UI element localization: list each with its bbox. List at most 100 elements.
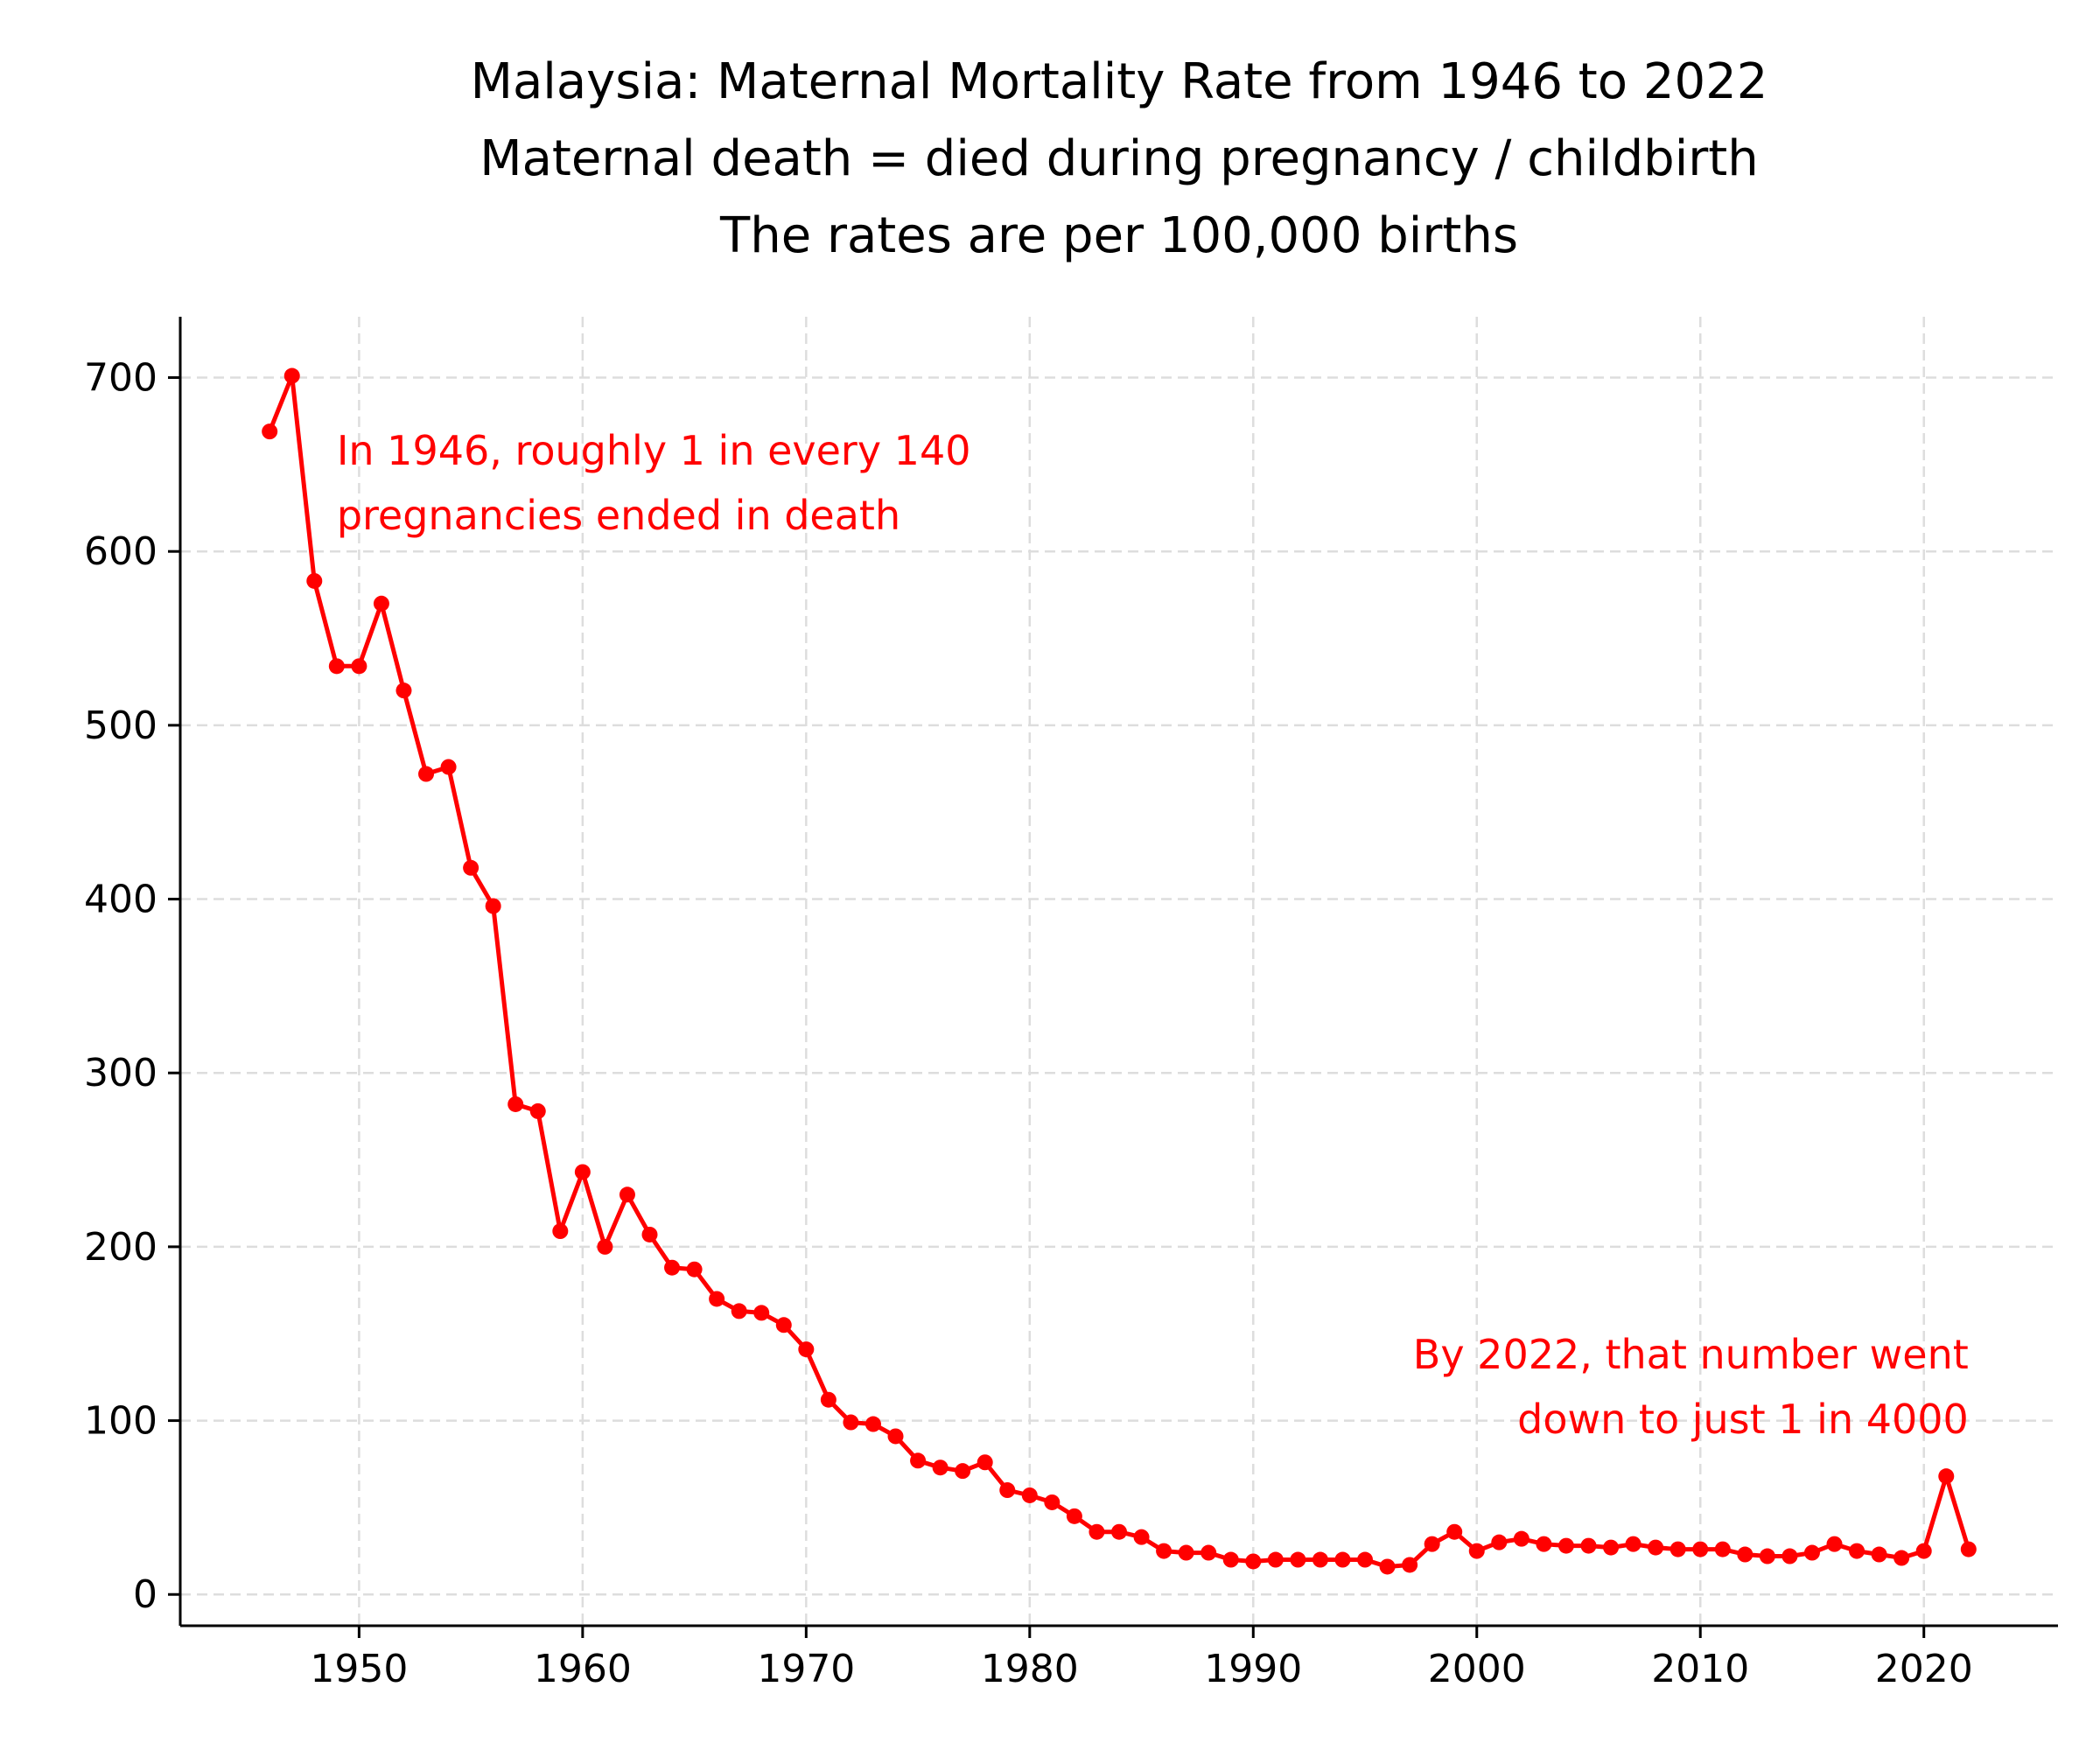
data-point xyxy=(709,1291,725,1307)
data-point xyxy=(1088,1523,1105,1540)
data-point xyxy=(641,1226,658,1242)
x-tick-label: 1990 xyxy=(1204,1647,1302,1691)
data-point xyxy=(262,424,278,440)
data-point xyxy=(753,1305,770,1321)
data-point xyxy=(1782,1548,1798,1564)
data-point xyxy=(306,572,323,589)
data-point xyxy=(1402,1557,1418,1573)
data-point xyxy=(1267,1551,1284,1568)
y-tick-label: 100 xyxy=(84,1399,158,1444)
x-tick-label: 1950 xyxy=(310,1647,408,1691)
data-point xyxy=(463,859,480,876)
data-point xyxy=(1536,1536,1552,1552)
data-point xyxy=(373,595,389,612)
annotation-2-line-1: By 2022, that number went xyxy=(1413,1331,1969,1378)
title-line-1: Malaysia: Maternal Mortality Rate from 1… xyxy=(471,53,1768,110)
data-point xyxy=(529,1102,546,1119)
data-point xyxy=(1938,1468,1955,1485)
data-point xyxy=(284,368,300,384)
data-point xyxy=(1021,1487,1038,1503)
data-point xyxy=(485,898,501,914)
x-axis-ticks: 1950 1960 1970 1980 1990 2000 2010 2020 xyxy=(310,1626,1973,1691)
data-point xyxy=(1960,1541,1977,1558)
data-point xyxy=(1737,1546,1754,1563)
x-tick-label: 1960 xyxy=(534,1647,632,1691)
data-point xyxy=(1670,1541,1686,1558)
data-point xyxy=(1222,1551,1239,1568)
data-point xyxy=(1044,1494,1060,1510)
x-tick-label: 2020 xyxy=(1875,1647,1973,1691)
data-point xyxy=(910,1452,927,1469)
data-point xyxy=(1334,1551,1351,1568)
data-point xyxy=(1290,1551,1306,1568)
data-point xyxy=(731,1303,747,1320)
data-point xyxy=(1648,1539,1664,1556)
data-point xyxy=(1803,1544,1820,1561)
data-point xyxy=(932,1460,948,1476)
y-tick-label: 400 xyxy=(84,878,158,922)
y-tick-label: 0 xyxy=(133,1572,158,1617)
annotation-1-line-2: pregnancies ended in death xyxy=(337,492,900,539)
data-point xyxy=(1200,1544,1217,1561)
data-point xyxy=(597,1238,613,1255)
data-point xyxy=(1603,1539,1620,1556)
data-point xyxy=(351,658,368,675)
x-tick-label: 2000 xyxy=(1428,1647,1526,1691)
data-point xyxy=(1245,1553,1262,1570)
chart-title: Malaysia: Maternal Mortality Rate from 1… xyxy=(471,53,1768,264)
data-point xyxy=(552,1223,569,1240)
data-point xyxy=(1580,1537,1597,1554)
data-point xyxy=(955,1463,971,1480)
gridlines xyxy=(180,317,2058,1626)
data-point xyxy=(508,1096,524,1112)
data-point xyxy=(1759,1548,1775,1564)
annotation-2-line-2: down to just 1 in 4000 xyxy=(1517,1396,1969,1443)
data-point xyxy=(887,1428,904,1445)
y-tick-label: 300 xyxy=(84,1051,158,1096)
series-line xyxy=(267,374,1971,1569)
data-point xyxy=(1379,1558,1396,1575)
data-point xyxy=(1558,1537,1574,1554)
title-line-2: Maternal death = died during pregnancy /… xyxy=(480,130,1758,187)
data-point xyxy=(1513,1530,1530,1547)
y-tick-label: 500 xyxy=(84,704,158,748)
data-point xyxy=(1894,1550,1910,1566)
data-point xyxy=(1871,1546,1887,1563)
data-point xyxy=(440,759,457,775)
data-point xyxy=(864,1416,881,1432)
data-point xyxy=(1915,1543,1932,1559)
data-point xyxy=(1714,1541,1731,1558)
y-tick-label: 700 xyxy=(84,356,158,401)
data-point xyxy=(686,1261,703,1278)
data-point xyxy=(1826,1536,1843,1552)
title-line-3: The rates are per 100,000 births xyxy=(719,207,1518,264)
annotation-1-line-1: In 1946, roughly 1 in every 140 xyxy=(337,427,971,474)
data-point xyxy=(1178,1544,1194,1561)
y-tick-label: 200 xyxy=(84,1225,158,1270)
data-point xyxy=(1424,1536,1440,1552)
data-point xyxy=(798,1341,815,1358)
data-point xyxy=(843,1414,859,1431)
data-point xyxy=(396,682,412,699)
x-tick-label: 1970 xyxy=(757,1647,855,1691)
data-point xyxy=(1692,1541,1709,1558)
data-point xyxy=(664,1259,681,1276)
annotations: In 1946, roughly 1 in every 140 pregnanci… xyxy=(337,427,1969,1443)
data-point xyxy=(820,1391,836,1408)
data-point xyxy=(1357,1551,1374,1568)
data-point xyxy=(1066,1508,1082,1524)
data-point xyxy=(1133,1529,1150,1545)
data-point xyxy=(418,766,435,782)
data-point xyxy=(1491,1534,1508,1550)
y-tick-label: 600 xyxy=(84,529,158,574)
data-point xyxy=(775,1317,792,1334)
data-point xyxy=(1446,1523,1463,1540)
y-axis-ticks: 0 100 200 300 400 500 600 700 xyxy=(84,356,180,1617)
data-point xyxy=(1312,1551,1328,1568)
data-point xyxy=(1625,1536,1642,1552)
data-point xyxy=(1468,1543,1485,1559)
data-point xyxy=(574,1164,591,1180)
data-point xyxy=(976,1454,993,1471)
x-tick-label: 1980 xyxy=(981,1647,1079,1691)
